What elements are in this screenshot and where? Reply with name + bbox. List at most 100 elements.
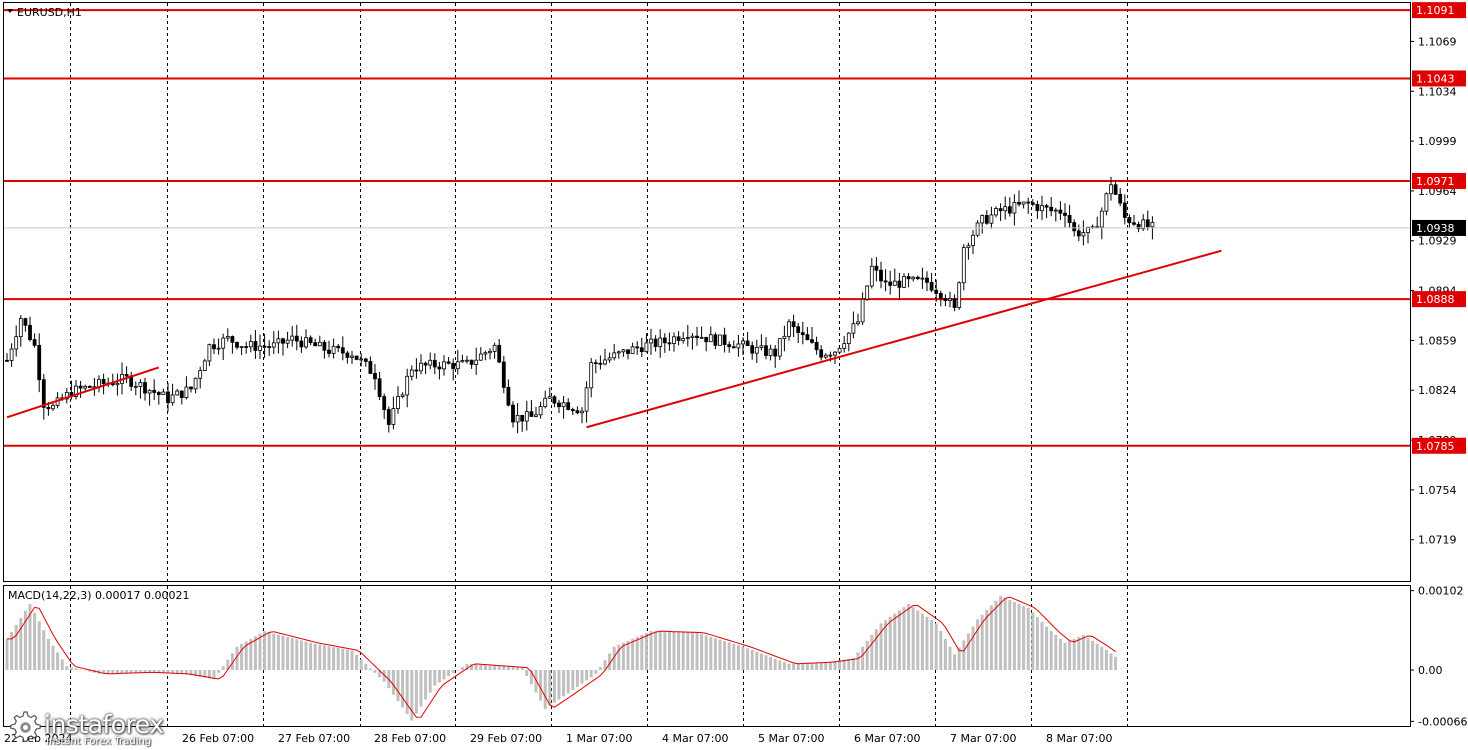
x-tick-label: 27 Feb 07:00 [278,732,350,745]
macd-bar [999,596,1003,670]
macd-bar [911,607,915,670]
macd-bar [65,666,69,670]
candle-body [800,332,805,336]
candle-body [156,392,161,395]
candle-body [938,292,943,299]
candle-body [483,352,488,355]
macd-bar [470,664,474,670]
candle-body [915,276,920,280]
candle-body [874,265,879,271]
candle-body [851,323,856,334]
macd-bar [244,641,248,670]
triangle-down-icon [7,9,13,13]
macd-bar [700,634,704,670]
macd-bar [474,664,478,670]
candle-body [1063,212,1067,216]
macd-bar [497,666,501,670]
macd-bar [428,670,432,693]
candle-body [455,361,460,370]
level-label: 1.0785 [1416,440,1455,453]
macd-bar [879,623,883,670]
macd-bar [203,670,207,678]
macd-bar [10,631,14,670]
macd-bar [19,617,23,670]
candle-body [552,396,557,404]
candle-body [810,339,814,343]
macd-bar [815,662,819,670]
candle-body [1072,222,1077,232]
candle-body [662,337,667,344]
candle-body [653,338,658,348]
y-tick-label: 1.0719 [1418,534,1457,547]
macd-bar [695,632,699,670]
candle-body [966,245,971,249]
level-label: 1.1091 [1416,4,1455,17]
candle-body [1007,206,1012,214]
macd-bar [506,666,510,670]
trendlines [6,249,1222,429]
macd-bar [792,663,796,670]
macd-bar [782,662,786,670]
macd-bar [548,670,552,706]
candle-body [833,351,837,356]
macd-bar [60,659,64,670]
macd-bar [920,613,924,670]
candle-body [975,222,980,236]
macd-bar [143,670,147,673]
macd-bar [230,653,234,670]
macd-bar [608,653,612,670]
level-label: 1.0971 [1416,175,1455,188]
candle-body [639,347,644,353]
macd-bar [543,670,547,709]
candle-body [97,378,101,388]
macd-bar [589,670,593,678]
candle-body [446,361,451,364]
candle-body [727,344,732,348]
candle-body [524,411,529,422]
candle-body [258,345,262,351]
macd-bar [419,670,423,707]
macd-bar [286,636,290,670]
macd-bar [649,631,653,670]
macd-bar [359,659,363,670]
macd-bar [424,670,428,700]
macd-bar [272,633,276,670]
macd-bar [341,648,345,670]
macd-bar [612,646,616,670]
macd-bar [79,669,83,670]
candle-body [1021,201,1026,205]
macd-bar [373,670,377,673]
macd-label: MACD(14,22,3) 0.00017 0.00021 [8,589,190,602]
candle-body [198,370,203,379]
trendline [6,366,160,419]
candle-body [837,347,842,353]
macd-bar [1081,635,1085,670]
y-tick-label: 1.0929 [1418,235,1457,248]
macd-bar [741,646,745,670]
candle-body [166,391,170,404]
macd-bar [345,649,349,670]
macd-bar [299,640,303,670]
macd-bar [1058,638,1062,670]
candle-body [828,354,833,357]
candle-body [883,280,888,283]
macd-bar [23,610,27,670]
candle-body [147,389,152,394]
macd-bar [902,607,906,670]
candle-body [713,334,718,346]
macd-bar [157,670,161,673]
candle-body [570,409,575,412]
candle-body [271,342,276,348]
macd-signal-polyline [7,596,1116,718]
macd-bar [566,670,570,694]
candle-body [943,297,948,302]
candle-body [23,318,28,326]
macd-bar [930,620,934,670]
macd-bar [336,647,340,670]
macd-histogram [5,596,1118,721]
macd-bar [851,658,855,670]
macd-bar [414,670,418,714]
macd-bar [405,670,409,715]
macd-bar [1049,631,1053,670]
macd-bar [723,641,727,670]
